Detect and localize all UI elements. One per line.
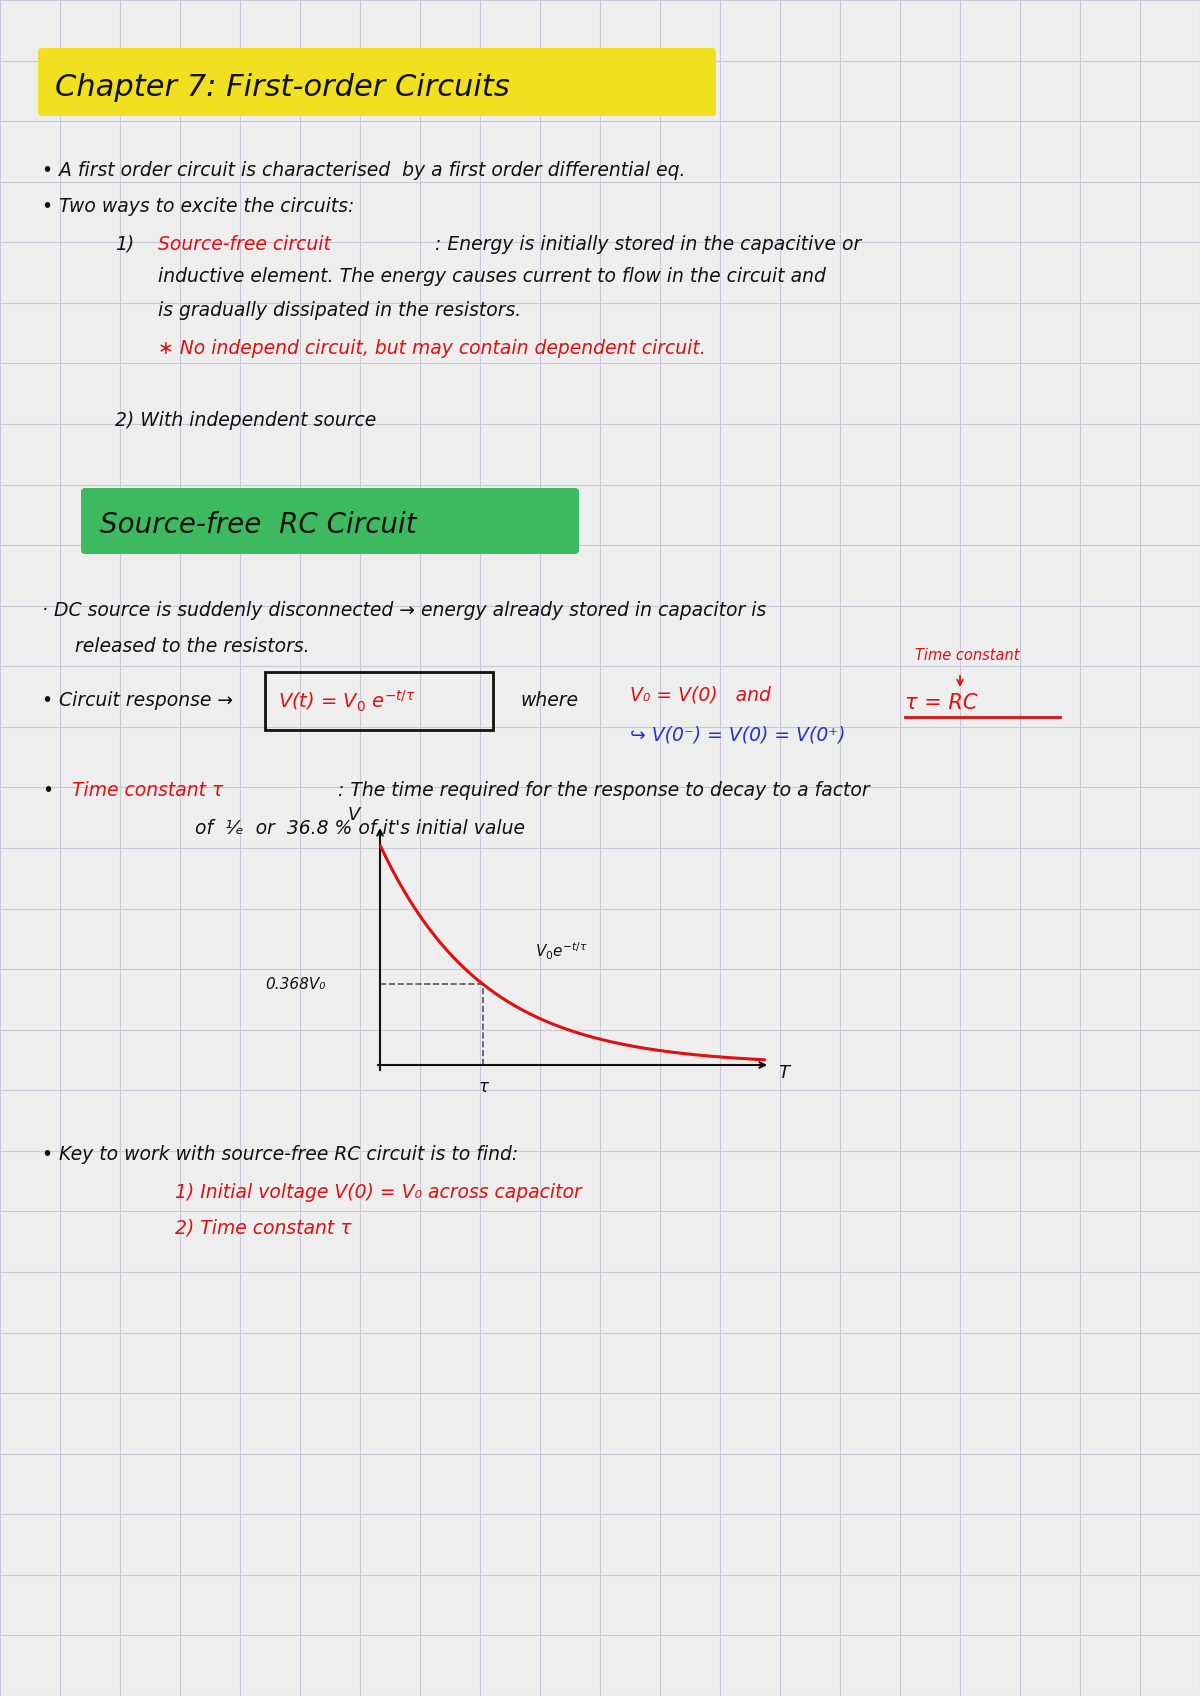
Text: 2) With independent source: 2) With independent source — [115, 410, 377, 429]
Text: : Energy is initially stored in the capacitive or: : Energy is initially stored in the capa… — [436, 234, 862, 253]
Text: V(t) = V$_0$ e$^{-t/\tau}$: V(t) = V$_0$ e$^{-t/\tau}$ — [278, 689, 415, 714]
Text: Time constant τ: Time constant τ — [72, 780, 223, 799]
Text: ∗ No independ circuit, but may contain dependent circuit.: ∗ No independ circuit, but may contain d… — [158, 339, 706, 358]
Text: τ: τ — [479, 1079, 490, 1096]
Text: inductive element. The energy causes current to flow in the circuit and: inductive element. The energy causes cur… — [158, 268, 826, 287]
Text: • Circuit response →: • Circuit response → — [42, 690, 233, 709]
Text: ↪ V(0⁻) = V(0) = V(0⁺): ↪ V(0⁻) = V(0) = V(0⁺) — [630, 726, 846, 745]
Text: V₀ = V(0)   and: V₀ = V(0) and — [630, 685, 770, 704]
Text: Chapter 7: First-order Circuits: Chapter 7: First-order Circuits — [55, 73, 510, 102]
Text: 2) Time constant τ: 2) Time constant τ — [175, 1218, 352, 1238]
Text: is gradually dissipated in the resistors.: is gradually dissipated in the resistors… — [158, 300, 521, 319]
Text: : The time required for the response to decay to a factor: : The time required for the response to … — [338, 780, 870, 799]
Text: τ = RC: τ = RC — [905, 694, 978, 712]
Text: where: where — [520, 690, 578, 709]
Text: 1): 1) — [115, 234, 134, 253]
Text: V: V — [348, 806, 360, 824]
Text: Time constant: Time constant — [916, 648, 1020, 663]
Text: Source-free  RC Circuit: Source-free RC Circuit — [100, 510, 416, 539]
Text: of  ¹⁄ₑ  or  36.8 % of it's initial value: of ¹⁄ₑ or 36.8 % of it's initial value — [194, 819, 526, 838]
Text: •: • — [42, 780, 53, 799]
Text: 1) Initial voltage V(0) = V₀ across capacitor: 1) Initial voltage V(0) = V₀ across capa… — [175, 1182, 582, 1201]
Text: V$_0$e$^{-t/\tau}$: V$_0$e$^{-t/\tau}$ — [535, 940, 588, 962]
Text: released to the resistors.: released to the resistors. — [74, 638, 310, 656]
FancyBboxPatch shape — [38, 47, 716, 115]
Bar — [265, 672, 493, 729]
Text: • Two ways to excite the circuits:: • Two ways to excite the circuits: — [42, 197, 354, 217]
Text: 0.368V₀: 0.368V₀ — [265, 977, 325, 992]
Text: Source-free circuit: Source-free circuit — [158, 234, 331, 253]
Text: · DC source is suddenly disconnected → energy already stored in capacitor is: · DC source is suddenly disconnected → e… — [42, 600, 767, 619]
Text: • A first order circuit is characterised  by a first order differential eq.: • A first order circuit is characterised… — [42, 161, 685, 180]
FancyBboxPatch shape — [82, 488, 580, 555]
Text: T: T — [778, 1063, 790, 1082]
Text: • Key to work with source-free RC circuit is to find:: • Key to work with source-free RC circui… — [42, 1145, 518, 1165]
